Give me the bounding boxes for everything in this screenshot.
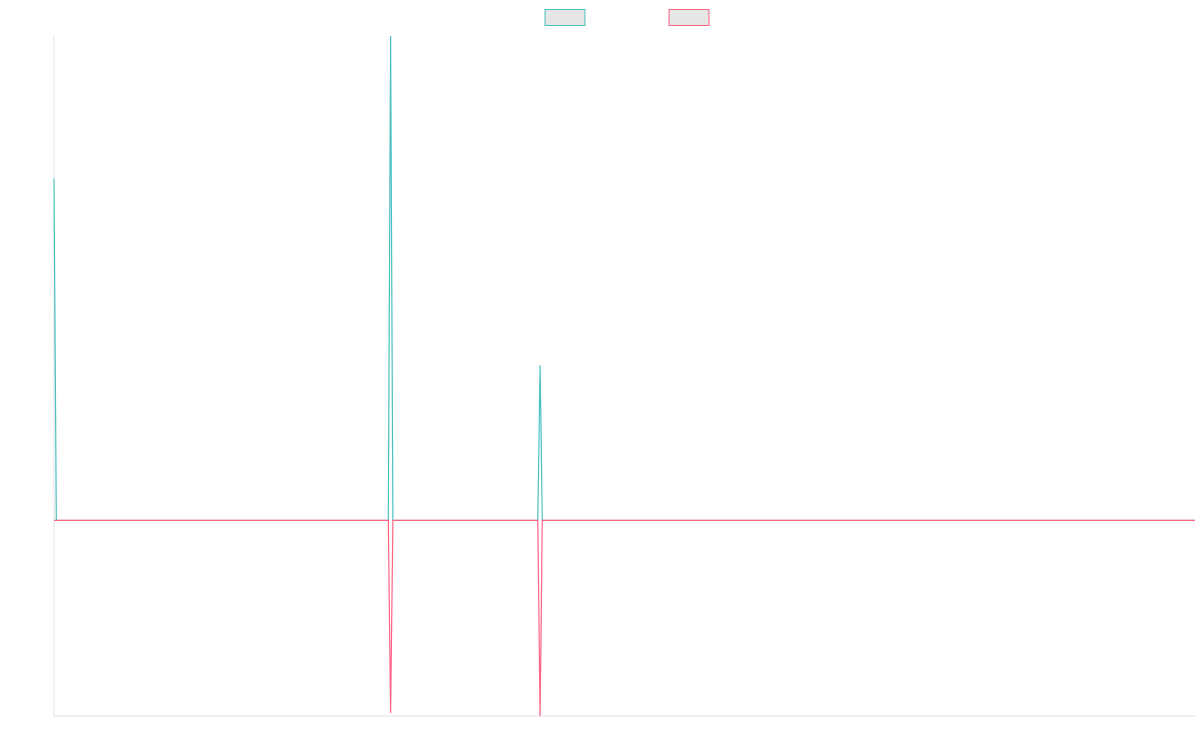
legend-swatch-2[interactable]	[668, 9, 710, 26]
chart-axes	[53, 36, 1195, 717]
chart-legend	[544, 9, 710, 26]
legend-swatch-1[interactable]	[544, 9, 586, 26]
series-line-2	[54, 519, 1195, 717]
chart-series-layer	[53, 35, 1195, 717]
series-line-1	[53, 35, 1195, 522]
